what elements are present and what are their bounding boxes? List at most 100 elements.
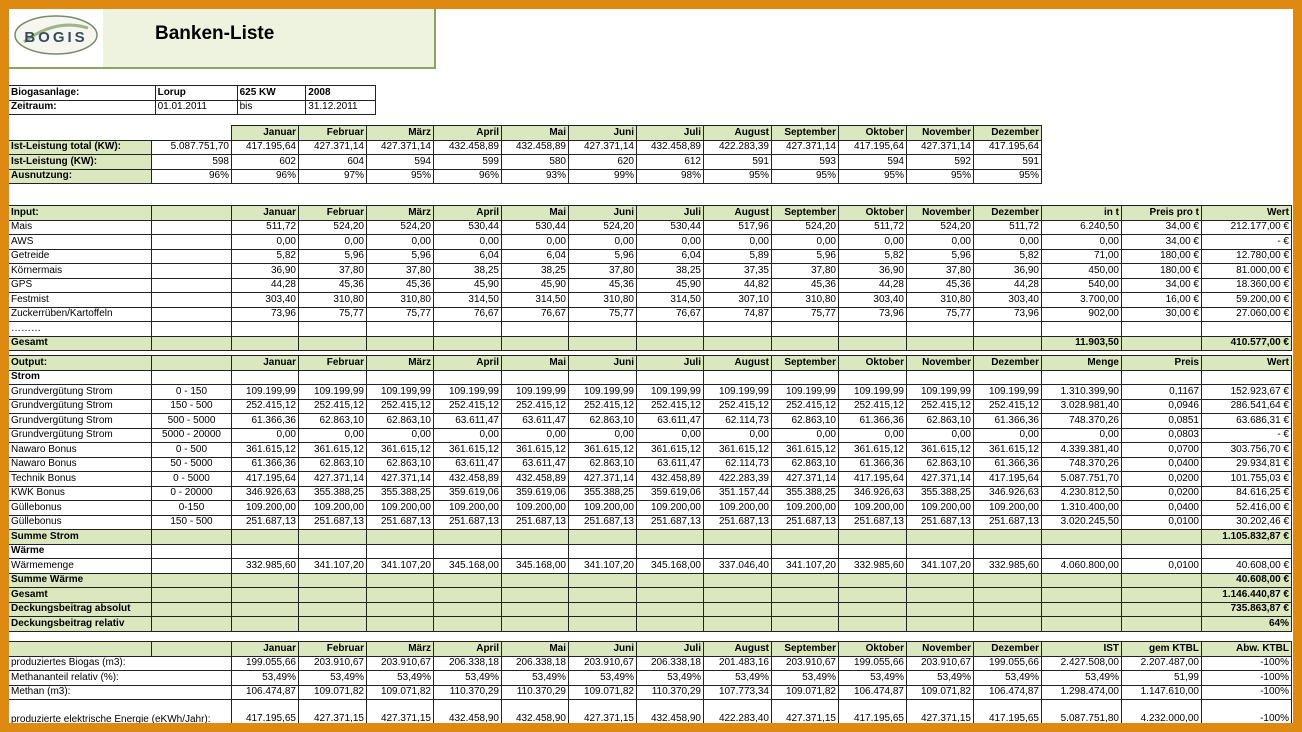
abw-value[interactable]: -100%: [1201, 699, 1292, 723]
month-value[interactable]: 37,35: [703, 263, 772, 279]
month-value[interactable]: 109.199,99: [501, 384, 569, 400]
month-value[interactable]: 422.283,39: [703, 471, 772, 487]
month-value[interactable]: 592: [906, 154, 974, 170]
month-value[interactable]: 37,80: [771, 263, 839, 279]
wert-value[interactable]: 212.177,00 €: [1201, 219, 1292, 235]
month-value[interactable]: 427.371,14: [366, 139, 434, 155]
wert-value[interactable]: 63.686,31 €: [1201, 413, 1292, 429]
month-value[interactable]: 361.615,12: [568, 442, 637, 458]
month-value[interactable]: 432.458,89: [636, 139, 704, 155]
month-value[interactable]: 314,50: [636, 292, 704, 308]
month-value[interactable]: 203.910,67: [771, 655, 839, 671]
price-value[interactable]: 34,00 €: [1121, 219, 1202, 235]
month-value[interactable]: 530,44: [501, 219, 569, 235]
month-value[interactable]: 109.199,99: [231, 384, 299, 400]
month-value[interactable]: 76,67: [501, 306, 569, 322]
month-value[interactable]: 314,50: [433, 292, 502, 308]
preis-value[interactable]: 0,0700: [1121, 442, 1202, 458]
ktbl-value[interactable]: 4.232.000,00: [1121, 699, 1202, 723]
month-value[interactable]: 206.338,18: [636, 655, 704, 671]
month-value[interactable]: 346.926,63: [231, 485, 299, 501]
month-value[interactable]: 427.371,14: [366, 471, 434, 487]
abw-value[interactable]: -100%: [1201, 670, 1292, 686]
month-value[interactable]: 0,00: [906, 427, 974, 443]
month-value[interactable]: 45,90: [433, 277, 502, 293]
month-value[interactable]: 75,77: [771, 306, 839, 322]
month-value[interactable]: 511,72: [231, 219, 299, 235]
month-value[interactable]: 44,28: [231, 277, 299, 293]
menge-value[interactable]: 5.087.751,70: [1041, 471, 1122, 487]
month-value[interactable]: 75,77: [906, 306, 974, 322]
month-value[interactable]: [838, 321, 907, 337]
month-value[interactable]: 53,49%: [366, 670, 434, 686]
month-value[interactable]: 427.371,14: [298, 471, 367, 487]
month-value[interactable]: 203.910,67: [298, 655, 367, 671]
ktbl-value[interactable]: 2.207.487,00: [1121, 655, 1202, 671]
month-value[interactable]: 110.370,29: [636, 684, 704, 700]
month-value[interactable]: 53,49%: [433, 670, 502, 686]
month-value[interactable]: [433, 321, 502, 337]
month-value[interactable]: 355.388,25: [366, 485, 434, 501]
month-value[interactable]: 75,77: [568, 306, 637, 322]
month-value[interactable]: 53,49%: [771, 670, 839, 686]
month-value[interactable]: 303,40: [838, 292, 907, 308]
month-value[interactable]: 6,04: [501, 248, 569, 264]
month-value[interactable]: 355.388,25: [906, 485, 974, 501]
month-value[interactable]: 310,80: [298, 292, 367, 308]
month-value[interactable]: 341.107,20: [906, 558, 974, 574]
month-value[interactable]: 361.615,12: [366, 442, 434, 458]
month-value[interactable]: 5,82: [838, 248, 907, 264]
price-value[interactable]: 16,00 €: [1121, 292, 1202, 308]
month-value[interactable]: 95%: [973, 168, 1042, 184]
month-value[interactable]: 0,00: [433, 234, 502, 250]
month-value[interactable]: 252.415,12: [636, 398, 704, 414]
month-value[interactable]: 62.863,10: [366, 413, 434, 429]
month-value[interactable]: 251.687,13: [298, 514, 367, 530]
month-value[interactable]: 341.107,20: [366, 558, 434, 574]
month-value[interactable]: 75,77: [298, 306, 367, 322]
month-value[interactable]: 203.910,67: [568, 655, 637, 671]
month-value[interactable]: 109.199,99: [703, 384, 772, 400]
month-value[interactable]: 427.371,14: [298, 139, 367, 155]
wert-value[interactable]: 40.608,00 €: [1201, 558, 1292, 574]
price-value[interactable]: [1121, 321, 1202, 337]
month-value[interactable]: 303,40: [231, 292, 299, 308]
month-value[interactable]: 5,89: [703, 248, 772, 264]
month-value[interactable]: 203.910,67: [906, 655, 974, 671]
month-value[interactable]: 109.200,00: [298, 500, 367, 516]
month-value[interactable]: 62.863,10: [366, 456, 434, 472]
month-value[interactable]: 5,96: [298, 248, 367, 264]
month-value[interactable]: 53,49%: [501, 670, 569, 686]
price-value[interactable]: 180,00 €: [1121, 263, 1202, 279]
wert-value[interactable]: 84.616,25 €: [1201, 485, 1292, 501]
month-value[interactable]: 346.926,63: [838, 485, 907, 501]
month-value[interactable]: 38,25: [636, 263, 704, 279]
month-value[interactable]: 201.483,16: [703, 655, 772, 671]
month-value[interactable]: 427.371,15: [298, 699, 367, 723]
month-value[interactable]: 417.195,65: [973, 699, 1042, 723]
month-value[interactable]: 524,20: [568, 219, 637, 235]
month-value[interactable]: 62.114,73: [703, 456, 772, 472]
month-value[interactable]: 427.371,14: [568, 139, 637, 155]
month-value[interactable]: 0,00: [501, 234, 569, 250]
month-value[interactable]: 109.199,99: [433, 384, 502, 400]
menge-value[interactable]: 748.370,26: [1041, 456, 1122, 472]
month-value[interactable]: 417.195,64: [231, 471, 299, 487]
preis-value[interactable]: 0,0200: [1121, 471, 1202, 487]
month-value[interactable]: 109.200,00: [366, 500, 434, 516]
month-value[interactable]: 310,80: [366, 292, 434, 308]
month-value[interactable]: 580: [501, 154, 569, 170]
month-value[interactable]: 341.107,20: [771, 558, 839, 574]
month-value[interactable]: 346.926,63: [973, 485, 1042, 501]
month-value[interactable]: [771, 321, 839, 337]
month-value[interactable]: 251.687,13: [973, 514, 1042, 530]
month-value[interactable]: 53,49%: [636, 670, 704, 686]
month-value[interactable]: 109.199,99: [771, 384, 839, 400]
month-value[interactable]: 37,80: [906, 263, 974, 279]
month-value[interactable]: 0,00: [703, 427, 772, 443]
preis-value[interactable]: 0,0100: [1121, 514, 1202, 530]
month-value[interactable]: 251.687,13: [231, 514, 299, 530]
month-value[interactable]: [906, 321, 974, 337]
month-value[interactable]: 432.458,89: [501, 471, 569, 487]
month-value[interactable]: 517,96: [703, 219, 772, 235]
